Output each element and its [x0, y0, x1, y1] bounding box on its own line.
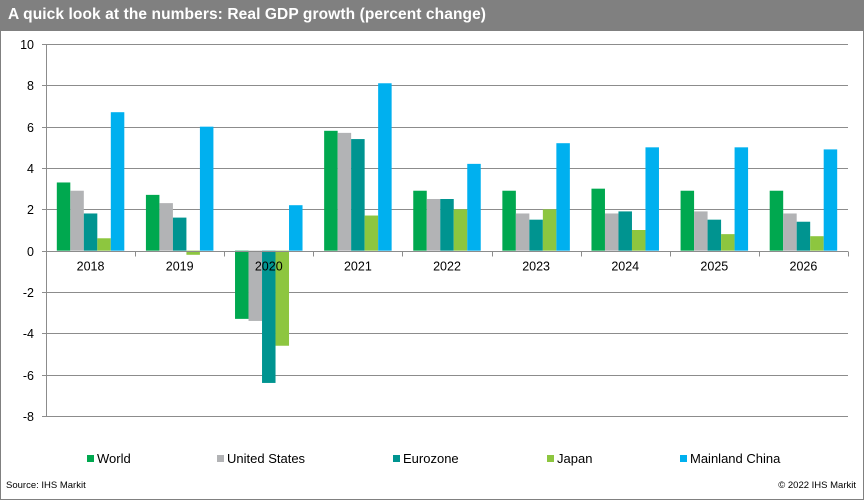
- bar-united-states-2022: [426, 199, 441, 251]
- bar-world-2022: [413, 190, 427, 251]
- y-tick-label: -8: [23, 410, 34, 424]
- y-tick-label: 8: [27, 79, 34, 93]
- x-axis-labels: 2018 2019 2020 2021 2022 2023 2024 2025 2026: [77, 260, 818, 274]
- legend-swatch: [393, 455, 400, 462]
- bar-mainland-china-2024: [645, 147, 659, 251]
- x-tick-label: 2019: [166, 260, 194, 274]
- x-tick-label: 2024: [611, 260, 639, 274]
- y-tick-label: -2: [23, 286, 34, 300]
- legend-label: Eurozone: [403, 451, 459, 466]
- bar-eurozone-2022: [440, 199, 454, 251]
- bar-united-states-2019: [159, 203, 173, 251]
- x-tick-label: 2018: [77, 260, 105, 274]
- bar-united-states-2021: [337, 132, 352, 251]
- bar-world-2025: [680, 190, 695, 251]
- bar-japan-2019: [186, 250, 200, 255]
- bar-eurozone-2024: [618, 211, 632, 251]
- copyright-note: © 2022 IHS Markit: [778, 480, 856, 491]
- bar-united-states-2018: [70, 190, 84, 251]
- bar-world-2020: [235, 250, 249, 319]
- bar-world-2026: [769, 190, 784, 251]
- bar-japan-2026: [810, 236, 824, 251]
- x-tick-label: 2022: [433, 260, 461, 274]
- title-bar: A quick look at the numbers: Real GDP gr…: [0, 0, 864, 31]
- bar-world-2024: [591, 188, 605, 251]
- bar-japan-2025: [721, 234, 735, 251]
- legend-label: United States: [227, 451, 306, 466]
- y-tick-label: 6: [27, 121, 34, 135]
- y-tick-label: 2: [27, 203, 34, 217]
- bar-united-states-2026: [783, 213, 797, 251]
- x-tick-label: 2021: [344, 260, 372, 274]
- x-tick-label: 2023: [522, 260, 550, 274]
- legend-item-world: World: [87, 451, 131, 466]
- bar-eurozone-2023: [529, 219, 543, 251]
- bars: [56, 83, 838, 383]
- legend-item-united-states: United States: [217, 451, 305, 466]
- x-tick-label: 2025: [700, 260, 728, 274]
- bar-eurozone-2019: [172, 217, 187, 251]
- legend: World United States Eurozone Japan Mainland …: [0, 451, 864, 469]
- bar-eurozone-2020: [262, 250, 276, 383]
- bar-mainland-china-2022: [467, 163, 481, 251]
- gridlines: [46, 44, 848, 417]
- bar-japan-2023: [542, 209, 557, 251]
- bar-japan-2022: [453, 209, 468, 251]
- chart-title: A quick look at the numbers: Real GDP gr…: [8, 6, 487, 23]
- bar-japan-2018: [97, 238, 111, 251]
- y-tick-label: 10: [20, 38, 34, 52]
- legend-swatch: [87, 455, 94, 462]
- legend-item-mainland-china: Mainland China: [680, 451, 780, 466]
- bar-japan-2020: [275, 250, 290, 346]
- bar-world-2019: [145, 194, 160, 251]
- y-tick-label: 0: [27, 245, 34, 259]
- bar-mainland-china-2021: [378, 83, 392, 251]
- source-note: Source: IHS Markit: [6, 480, 86, 491]
- legend-label: Mainland China: [690, 451, 781, 466]
- legend-swatch: [547, 455, 554, 462]
- bar-chart: 10 8 6 4 2 0 -2 -4 -6 -8 2018 2019 2020 2021 2022 2023…: [20, 38, 849, 424]
- bar-mainland-china-2020: [289, 205, 303, 251]
- bar-mainland-china-2019: [199, 126, 214, 251]
- bar-united-states-2024: [604, 213, 619, 251]
- bar-eurozone-2025: [707, 219, 722, 251]
- bar-eurozone-2026: [796, 221, 811, 251]
- bar-mainland-china-2025: [734, 147, 749, 251]
- x-tick-label: 2026: [790, 260, 818, 274]
- bar-world-2023: [502, 190, 516, 251]
- legend-swatch: [680, 455, 687, 462]
- y-tick-label: -6: [23, 369, 34, 383]
- axes: [46, 44, 849, 416]
- x-tick-label: 2020: [255, 260, 283, 274]
- bar-eurozone-2021: [351, 139, 365, 251]
- legend-item-japan: Japan: [547, 451, 592, 466]
- bar-world-2021: [324, 130, 338, 251]
- bar-united-states-2025: [694, 211, 708, 251]
- bar-world-2018: [56, 182, 71, 251]
- legend-item-eurozone: Eurozone: [393, 451, 459, 466]
- bar-mainland-china-2026: [823, 149, 838, 251]
- y-tick-label: 4: [27, 162, 34, 176]
- y-tick-label: -4: [23, 327, 34, 341]
- legend-label: World: [97, 451, 131, 466]
- legend-label: Japan: [557, 451, 593, 466]
- bar-mainland-china-2023: [556, 143, 570, 251]
- y-axis-ticks: 10 8 6 4 2 0 -2 -4 -6 -8: [20, 38, 46, 424]
- bar-japan-2024: [631, 230, 646, 251]
- bar-united-states-2023: [515, 213, 530, 251]
- bar-eurozone-2018: [83, 213, 98, 251]
- bar-japan-2021: [364, 215, 379, 251]
- legend-swatch: [217, 455, 224, 462]
- bar-mainland-china-2018: [110, 112, 125, 251]
- bar-united-states-2020: [248, 250, 263, 321]
